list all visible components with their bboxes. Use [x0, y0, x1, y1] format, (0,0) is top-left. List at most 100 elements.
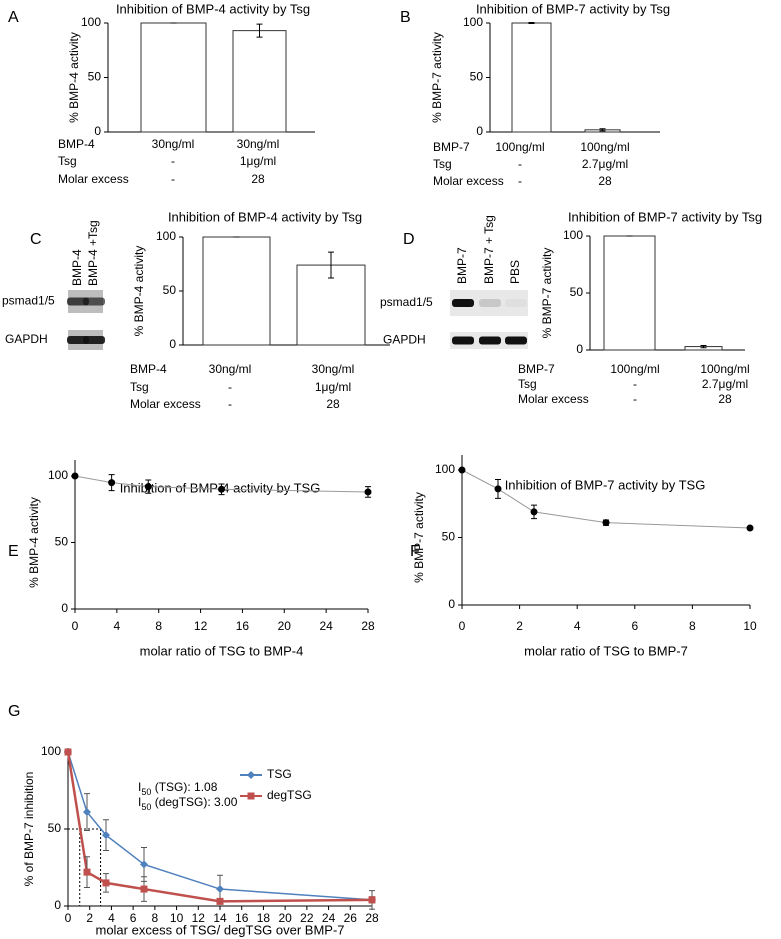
condition-label: 100ng/ml [580, 140, 629, 154]
condition-label: - [633, 377, 637, 391]
x-tick-label: 24 [322, 911, 336, 925]
panel-letter: E [8, 543, 19, 560]
chart-title: Inhibition of BMP-4 activity by Tsg [168, 209, 362, 224]
error-bar [528, 21, 535, 25]
y-axis-label: % BMP-7 activity [540, 248, 554, 339]
blot-band [83, 297, 105, 306]
annotation-part: (TSG): 1.08 [151, 780, 217, 794]
x-axis-label: molar ratio of TSG to BMP-4 [140, 643, 304, 658]
annotation: I50 (degTSG): 3.00 [138, 795, 238, 812]
chart-title: Inhibition of BMP-7 activity by Tsg [568, 209, 762, 224]
blot-band [505, 336, 527, 345]
x-tick-label: 8 [155, 619, 162, 633]
x-axis-label: molar excess of TSG/ degTSG over BMP-7 [95, 922, 344, 937]
x-tick-label: 2 [516, 619, 523, 633]
y-tick-label: 50 [570, 285, 584, 299]
x-tick-label: 10 [170, 911, 184, 925]
x-tick-label: 4 [574, 619, 581, 633]
x-tick-label: 6 [631, 619, 638, 633]
y-tick-label: 0 [94, 124, 101, 138]
panel-letter: D [403, 231, 415, 248]
blot-lane-label: BMP-7 [455, 247, 469, 284]
x-axis-label: molar ratio of TSG to BMP-7 [524, 643, 688, 658]
error-bar [599, 128, 606, 132]
condition-label: 28 [718, 392, 732, 406]
data-line [67, 751, 373, 901]
y-tick-label: 100 [435, 462, 455, 476]
error-bar [700, 344, 707, 349]
blot-row-label: GAPDH [5, 332, 48, 346]
condition-label: Molar excess [58, 172, 129, 186]
bar [603, 235, 656, 351]
data-point [140, 885, 148, 893]
y-axis-label: % BMP-7 activity [430, 32, 444, 123]
condition-label: 28 [598, 174, 612, 188]
blot-lane-label: BMP-7 + Tsg [482, 215, 496, 284]
condition-label: BMP-4 [130, 362, 167, 376]
condition-label: Tsg [58, 154, 77, 168]
blot-lane-label: PBS [508, 260, 522, 284]
condition-label: 2.7μg/ml [582, 157, 628, 171]
data-point [218, 485, 225, 493]
y-axis-label: % BMP-7 activity [412, 492, 426, 583]
data-point [102, 879, 110, 887]
x-tick-label: 10 [743, 619, 757, 633]
x-tick-label: 28 [361, 619, 375, 633]
condition-label: Tsg [518, 377, 537, 391]
y-tick-label: 0 [476, 124, 483, 138]
y-tick-label: 100 [563, 228, 583, 242]
y-axis-label: % of BMP-7 inhibition [22, 772, 36, 887]
y-tick-label: 50 [55, 535, 69, 549]
data-point [64, 748, 72, 756]
x-tick-label: 12 [192, 911, 206, 925]
y-tick-label: 50 [470, 70, 484, 84]
data-point [216, 885, 224, 894]
condition-label: - [228, 380, 232, 394]
x-tick-label: 20 [278, 619, 292, 633]
x-tick-label: 18 [257, 911, 271, 925]
condition-label: 100ng/ml [495, 140, 544, 154]
condition-label: 28 [326, 397, 340, 411]
data-line [66, 751, 373, 903]
blot-band [83, 336, 105, 344]
data-point [494, 485, 502, 493]
data-point [368, 896, 376, 904]
condition-label: - [518, 157, 522, 171]
blot-band [505, 299, 527, 307]
data-point [83, 808, 91, 817]
panel-letter: A [8, 9, 19, 26]
condition-label: 30ng/ml [312, 362, 355, 376]
annotation-part: I [138, 795, 141, 809]
x-tick-label: 0 [65, 911, 72, 925]
bar [511, 22, 552, 133]
condition-label: Molar excess [433, 174, 504, 188]
condition-label: Molar excess [518, 392, 589, 406]
annotation-part: 50 [141, 787, 151, 797]
legend-label: TSG [267, 767, 292, 781]
x-tick-label: 16 [235, 911, 249, 925]
bar [202, 236, 271, 346]
x-tick-label: 0 [72, 619, 79, 633]
data-point [144, 483, 152, 491]
error-bar [256, 23, 263, 38]
condition-label: Tsg [130, 380, 149, 394]
y-tick-label: 0 [576, 342, 583, 356]
condition-label: - [171, 172, 175, 186]
y-tick-label: 0 [61, 601, 68, 615]
y-tick-label: 100 [41, 744, 61, 758]
panel-letter: F [410, 543, 420, 560]
panel-letter: G [8, 703, 20, 720]
x-tick-label: 22 [300, 911, 314, 925]
data-point [530, 508, 538, 516]
condition-label: - [518, 174, 522, 188]
y-tick-label: 100 [81, 15, 101, 29]
bar [232, 30, 287, 133]
condition-label: - [171, 154, 175, 168]
condition-label: Molar excess [130, 397, 201, 411]
x-tick-label: 0 [459, 619, 466, 633]
annotation-part: 50 [141, 802, 151, 812]
x-tick-label: 12 [194, 619, 208, 633]
condition-label: Tsg [433, 157, 452, 171]
legend-label: degTSG [267, 788, 312, 802]
